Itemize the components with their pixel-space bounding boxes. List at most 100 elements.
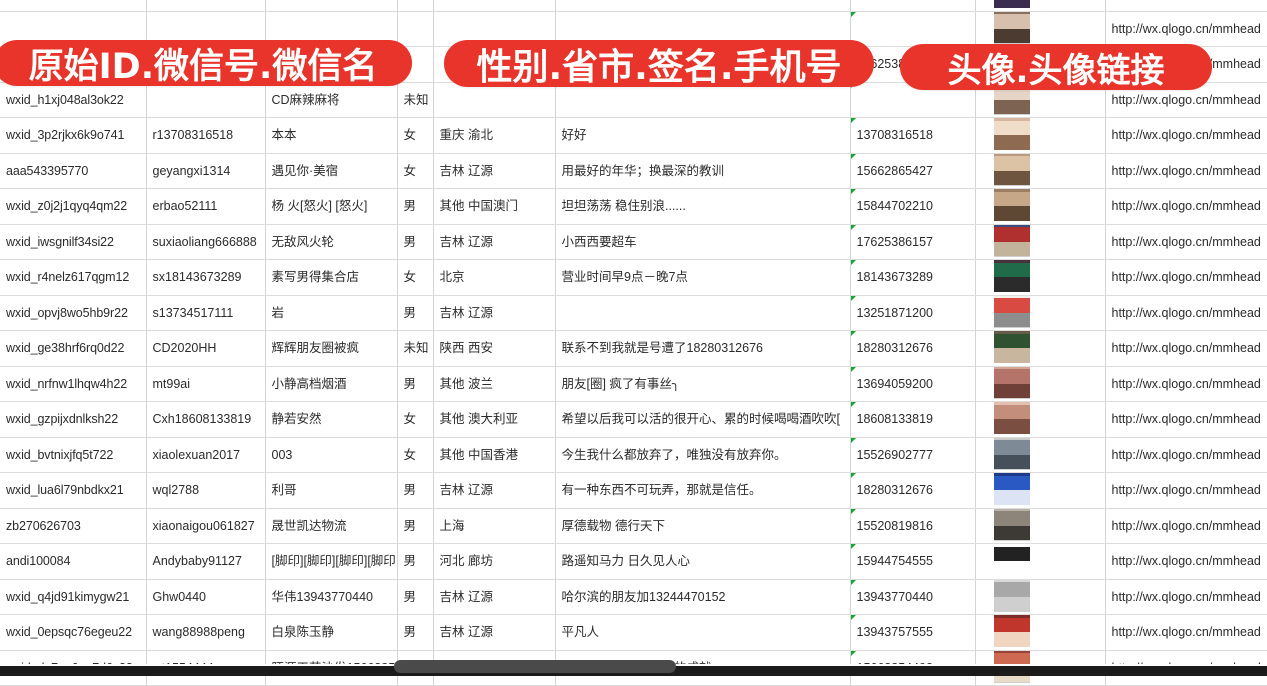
- cell-wechat-id[interactable]: xiaojing600546: [146, 0, 266, 12]
- cell-wechat-id[interactable]: mt99ai: [146, 366, 266, 402]
- cell-wechat-id[interactable]: Cxh18608133819: [146, 401, 266, 438]
- cell-origin-id[interactable]: wxid_bvtnixjfq5t722: [0, 437, 147, 473]
- cell-gender[interactable]: 女: [397, 259, 434, 296]
- cell-avatar-url[interactable]: http://wx.qlogo.cn/mmhead: [1105, 0, 1267, 12]
- cell-wechat-name[interactable]: 丫丫~小: [265, 0, 398, 12]
- cell-phone[interactable]: 13694059200: [850, 366, 976, 402]
- cell-region[interactable]: 其他 中国澳门: [433, 0, 556, 12]
- horizontal-scrollbar-thumb[interactable]: [394, 660, 676, 673]
- cell-avatar[interactable]: [975, 11, 1106, 47]
- cell-region[interactable]: 吉林 辽源: [433, 579, 556, 615]
- cell-gender[interactable]: 未知: [397, 0, 434, 12]
- cell-signature[interactable]: 小西西要超车: [555, 224, 851, 260]
- cell-avatar[interactable]: [975, 614, 1106, 651]
- cell-gender[interactable]: 未知: [397, 82, 434, 118]
- cell-origin-id[interactable]: wxid_z0j2j1qyq4qm22: [0, 188, 147, 225]
- cell-phone[interactable]: [850, 11, 976, 47]
- cell-origin-id[interactable]: wxid_r4nelz617qgm12: [0, 259, 147, 296]
- cell-signature[interactable]: 希望以后我可以活的很开心、累的时候喝喝酒吹吹[: [555, 401, 851, 438]
- cell-gender[interactable]: 男: [397, 579, 434, 615]
- cell-origin-id[interactable]: wxid_ge38hrf6rq0d22: [0, 330, 147, 367]
- cell-wechat-name[interactable]: 遇见你·美宿: [265, 153, 398, 189]
- cell-region[interactable]: 重庆 渝北: [433, 117, 556, 154]
- cell-avatar-url[interactable]: http://wx.qlogo.cn/mmhead: [1105, 117, 1267, 154]
- cell-wechat-name[interactable]: 无敌风火轮: [265, 224, 398, 260]
- cell-origin-id[interactable]: wxid_h1xj048al3ok22: [0, 82, 147, 118]
- table-row[interactable]: wxid_h1xj048al3ok22 CD麻辣麻将 未知 http://wx.qlo…: [0, 82, 1267, 118]
- cell-signature[interactable]: 哈尔滨的朋友加13244470152: [555, 579, 851, 615]
- table-row[interactable]: wxid_65p5qakpwuie22xiaojing600546丫丫~小未知其…: [0, 0, 1267, 12]
- cell-gender[interactable]: 男: [397, 543, 434, 580]
- cell-wechat-name[interactable]: 晟世凯达物流: [265, 508, 398, 544]
- cell-wechat-id[interactable]: xiaolexuan2017: [146, 437, 266, 473]
- cell-wechat-id[interactable]: s13734517111: [146, 295, 266, 331]
- cell-wechat-id[interactable]: geyangxi1314: [146, 153, 266, 189]
- cell-signature[interactable]: [555, 82, 851, 118]
- cell-origin-id[interactable]: wxid_gzpijxdnlksh22: [0, 401, 147, 438]
- cell-avatar-url[interactable]: http://wx.qlogo.cn/mmhead: [1105, 579, 1267, 615]
- cell-region[interactable]: 河北 廊坊: [433, 543, 556, 580]
- cell-wechat-id[interactable]: wang88988peng: [146, 614, 266, 651]
- cell-region[interactable]: 吉林 辽源: [433, 295, 556, 331]
- cell-avatar-url[interactable]: http://wx.qlogo.cn/mmhead: [1105, 295, 1267, 331]
- cell-wechat-name[interactable]: [脚印][脚印][脚印][脚印: [265, 543, 398, 580]
- cell-gender[interactable]: 女: [397, 117, 434, 154]
- cell-phone[interactable]: 13943770440: [850, 579, 976, 615]
- cell-region[interactable]: 陕西 西安: [433, 330, 556, 367]
- cell-wechat-id[interactable]: CD2020HH: [146, 330, 266, 367]
- cell-wechat-name[interactable]: 小静高档烟酒: [265, 366, 398, 402]
- cell-avatar[interactable]: [975, 472, 1106, 509]
- table-row[interactable]: wxid_0epsqc76egeu22 wang88988peng 白泉陈玉静男吉林…: [0, 614, 1267, 651]
- cell-wechat-id[interactable]: [146, 82, 266, 118]
- cell-origin-id[interactable]: wxid_q4jd91kimygw21: [0, 579, 147, 615]
- cell-gender[interactable]: 男: [397, 366, 434, 402]
- cell-gender[interactable]: 女: [397, 401, 434, 438]
- cell-wechat-id[interactable]: erbao52111: [146, 188, 266, 225]
- table-row[interactable]: wxid_lua6l79nbdkx21 wql2788 利哥男吉林 辽源 有一种东西不…: [0, 472, 1267, 509]
- cell-region[interactable]: 吉林 辽源: [433, 153, 556, 189]
- cell-region[interactable]: 其他 中国澳门: [433, 188, 556, 225]
- cell-gender[interactable]: 男: [397, 472, 434, 509]
- cell-origin-id[interactable]: wxid_65p5qakpwuie22: [0, 0, 147, 12]
- cell-wechat-name[interactable]: 003: [265, 437, 398, 473]
- horizontal-scrollbar-track[interactable]: [0, 660, 1267, 676]
- cell-avatar-url[interactable]: http://wx.qlogo.cn/mmhead: [1105, 366, 1267, 402]
- table-row[interactable]: wxid_opvj8wo5hb9r22 s13734517111 岩男吉林 辽源 13…: [0, 295, 1267, 331]
- cell-avatar[interactable]: [975, 295, 1106, 331]
- cell-signature[interactable]: 今生我什么都放弃了，唯独没有放弃你。: [555, 437, 851, 473]
- cell-wechat-name[interactable]: 利哥: [265, 472, 398, 509]
- cell-phone[interactable]: 18143673289: [850, 259, 976, 296]
- cell-signature[interactable]: 好好: [555, 117, 851, 154]
- cell-region[interactable]: 其他 中国香港: [433, 437, 556, 473]
- cell-avatar[interactable]: [975, 117, 1106, 154]
- cell-phone[interactable]: 18280312676: [850, 0, 976, 12]
- cell-signature[interactable]: 用最好的年华；换最深的教训: [555, 153, 851, 189]
- cell-avatar-url[interactable]: http://wx.qlogo.cn/mmhead: [1105, 330, 1267, 367]
- cell-signature[interactable]: 路遥知马力 日久见人心: [555, 543, 851, 580]
- table-row[interactable]: wxid_bvtnixjfq5t722 xiaolexuan2017 003 女其他 …: [0, 437, 1267, 473]
- table-row[interactable]: wxid_gzpijxdnlksh22 Cxh18608133819 静若安然女其他…: [0, 401, 1267, 438]
- cell-origin-id[interactable]: aaa543395770: [0, 153, 147, 189]
- cell-avatar-url[interactable]: http://wx.qlogo.cn/mmhead: [1105, 614, 1267, 651]
- cell-avatar[interactable]: [975, 543, 1106, 580]
- cell-phone[interactable]: 15844702210: [850, 188, 976, 225]
- cell-avatar-url[interactable]: http://wx.qlogo.cn/mmhead: [1105, 11, 1267, 47]
- cell-avatar-url[interactable]: http://wx.qlogo.cn/mmhead: [1105, 508, 1267, 544]
- cell-wechat-name[interactable]: 岩: [265, 295, 398, 331]
- table-row[interactable]: wxid_nrfnw1lhqw4h22 mt99ai 小静高档烟酒男其他 波兰 朋友[…: [0, 366, 1267, 402]
- cell-region[interactable]: 吉林 辽源: [433, 614, 556, 651]
- cell-avatar[interactable]: [975, 579, 1106, 615]
- table-row[interactable]: wxid_r4nelz617qgm12 sx18143673289 素写男得集合店女…: [0, 259, 1267, 296]
- cell-signature[interactable]: 朋友[圈] 疯了有事丝╮: [555, 366, 851, 402]
- cell-wechat-name[interactable]: 素写男得集合店: [265, 259, 398, 296]
- table-row[interactable]: wxid_iwsgnilf34si22 suxiaoliang666888 无敌风火…: [0, 224, 1267, 260]
- cell-region[interactable]: [433, 82, 556, 118]
- cell-avatar[interactable]: [975, 259, 1106, 296]
- cell-origin-id[interactable]: wxid_lua6l79nbdkx21: [0, 472, 147, 509]
- cell-region[interactable]: 吉林 辽源: [433, 224, 556, 260]
- table-row[interactable]: wxid_3p2rjkx6k9o741 r13708316518 本本女重庆 渝北好…: [0, 117, 1267, 154]
- cell-avatar[interactable]: [975, 330, 1106, 367]
- cell-avatar-url[interactable]: http://wx.qlogo.cn/mmhead: [1105, 437, 1267, 473]
- cell-wechat-id[interactable]: xiaonaigou061827: [146, 508, 266, 544]
